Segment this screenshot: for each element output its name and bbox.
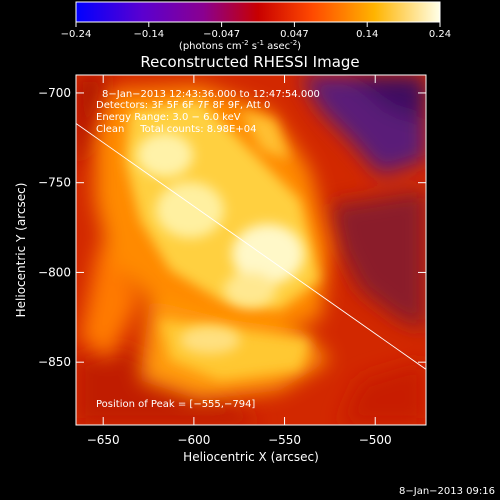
colorbar-tick-label: 0.047 — [280, 29, 309, 40]
colorbar-tick-label: 0.14 — [356, 29, 378, 40]
annotation-block: 8−Jan−2013 12:43:36.000 to 12:47:54.000 … — [96, 89, 320, 135]
x-tick-label: −600 — [177, 433, 210, 447]
chart-title: Reconstructed RHESSI Image — [140, 53, 359, 71]
y-tick-label: −700 — [38, 86, 71, 100]
x-tick-label: −650 — [87, 433, 120, 447]
colorbar-tick-label: −0.047 — [203, 29, 240, 40]
colorbar-ticks: −0.24 −0.14 −0.047 0.047 0.14 0.24 — [61, 22, 451, 40]
x-tick-label: −500 — [359, 433, 392, 447]
footer-timestamp: 8−Jan−2013 09:16 — [399, 486, 495, 497]
colorbar-tick-label: −0.14 — [133, 29, 164, 40]
annotation-time-range: 8−Jan−2013 12:43:36.000 to 12:47:54.000 — [102, 89, 320, 100]
annotation-detectors: Detectors: 3F 5F 6F 7F 8F 9F, Att 0 — [96, 100, 270, 111]
heatmap-image — [76, 75, 426, 425]
y-axis-label: Heliocentric Y (arcsec) — [14, 183, 28, 318]
y-tick-label: −750 — [38, 176, 71, 190]
annotation-total-counts: Clean Total counts: 8.98E+04 — [96, 124, 256, 135]
x-axis-label: Heliocentric X (arcsec) — [183, 450, 319, 464]
x-tick-label: −550 — [268, 433, 301, 447]
colorbar — [75, 1, 441, 23]
y-tick-label: −800 — [38, 265, 71, 279]
y-tick-label: −850 — [38, 355, 71, 369]
annotation-energy-range: Energy Range: 3.0 − 6.0 keV — [96, 112, 241, 123]
colorbar-tick-label: 0.24 — [429, 29, 451, 40]
colorbar-unit-label: (photons cm-2 s-1 asec-2) — [179, 39, 301, 52]
peak-position-label: Position of Peak = [−555,−794] — [96, 399, 255, 410]
axis-ticks: −650 −600 −550 −500 −700 −750 −800 −850 — [38, 75, 426, 447]
colorbar-tick-label: −0.24 — [61, 29, 92, 40]
plot-frame — [75, 74, 427, 426]
solar-limb-line — [76, 123, 426, 370]
